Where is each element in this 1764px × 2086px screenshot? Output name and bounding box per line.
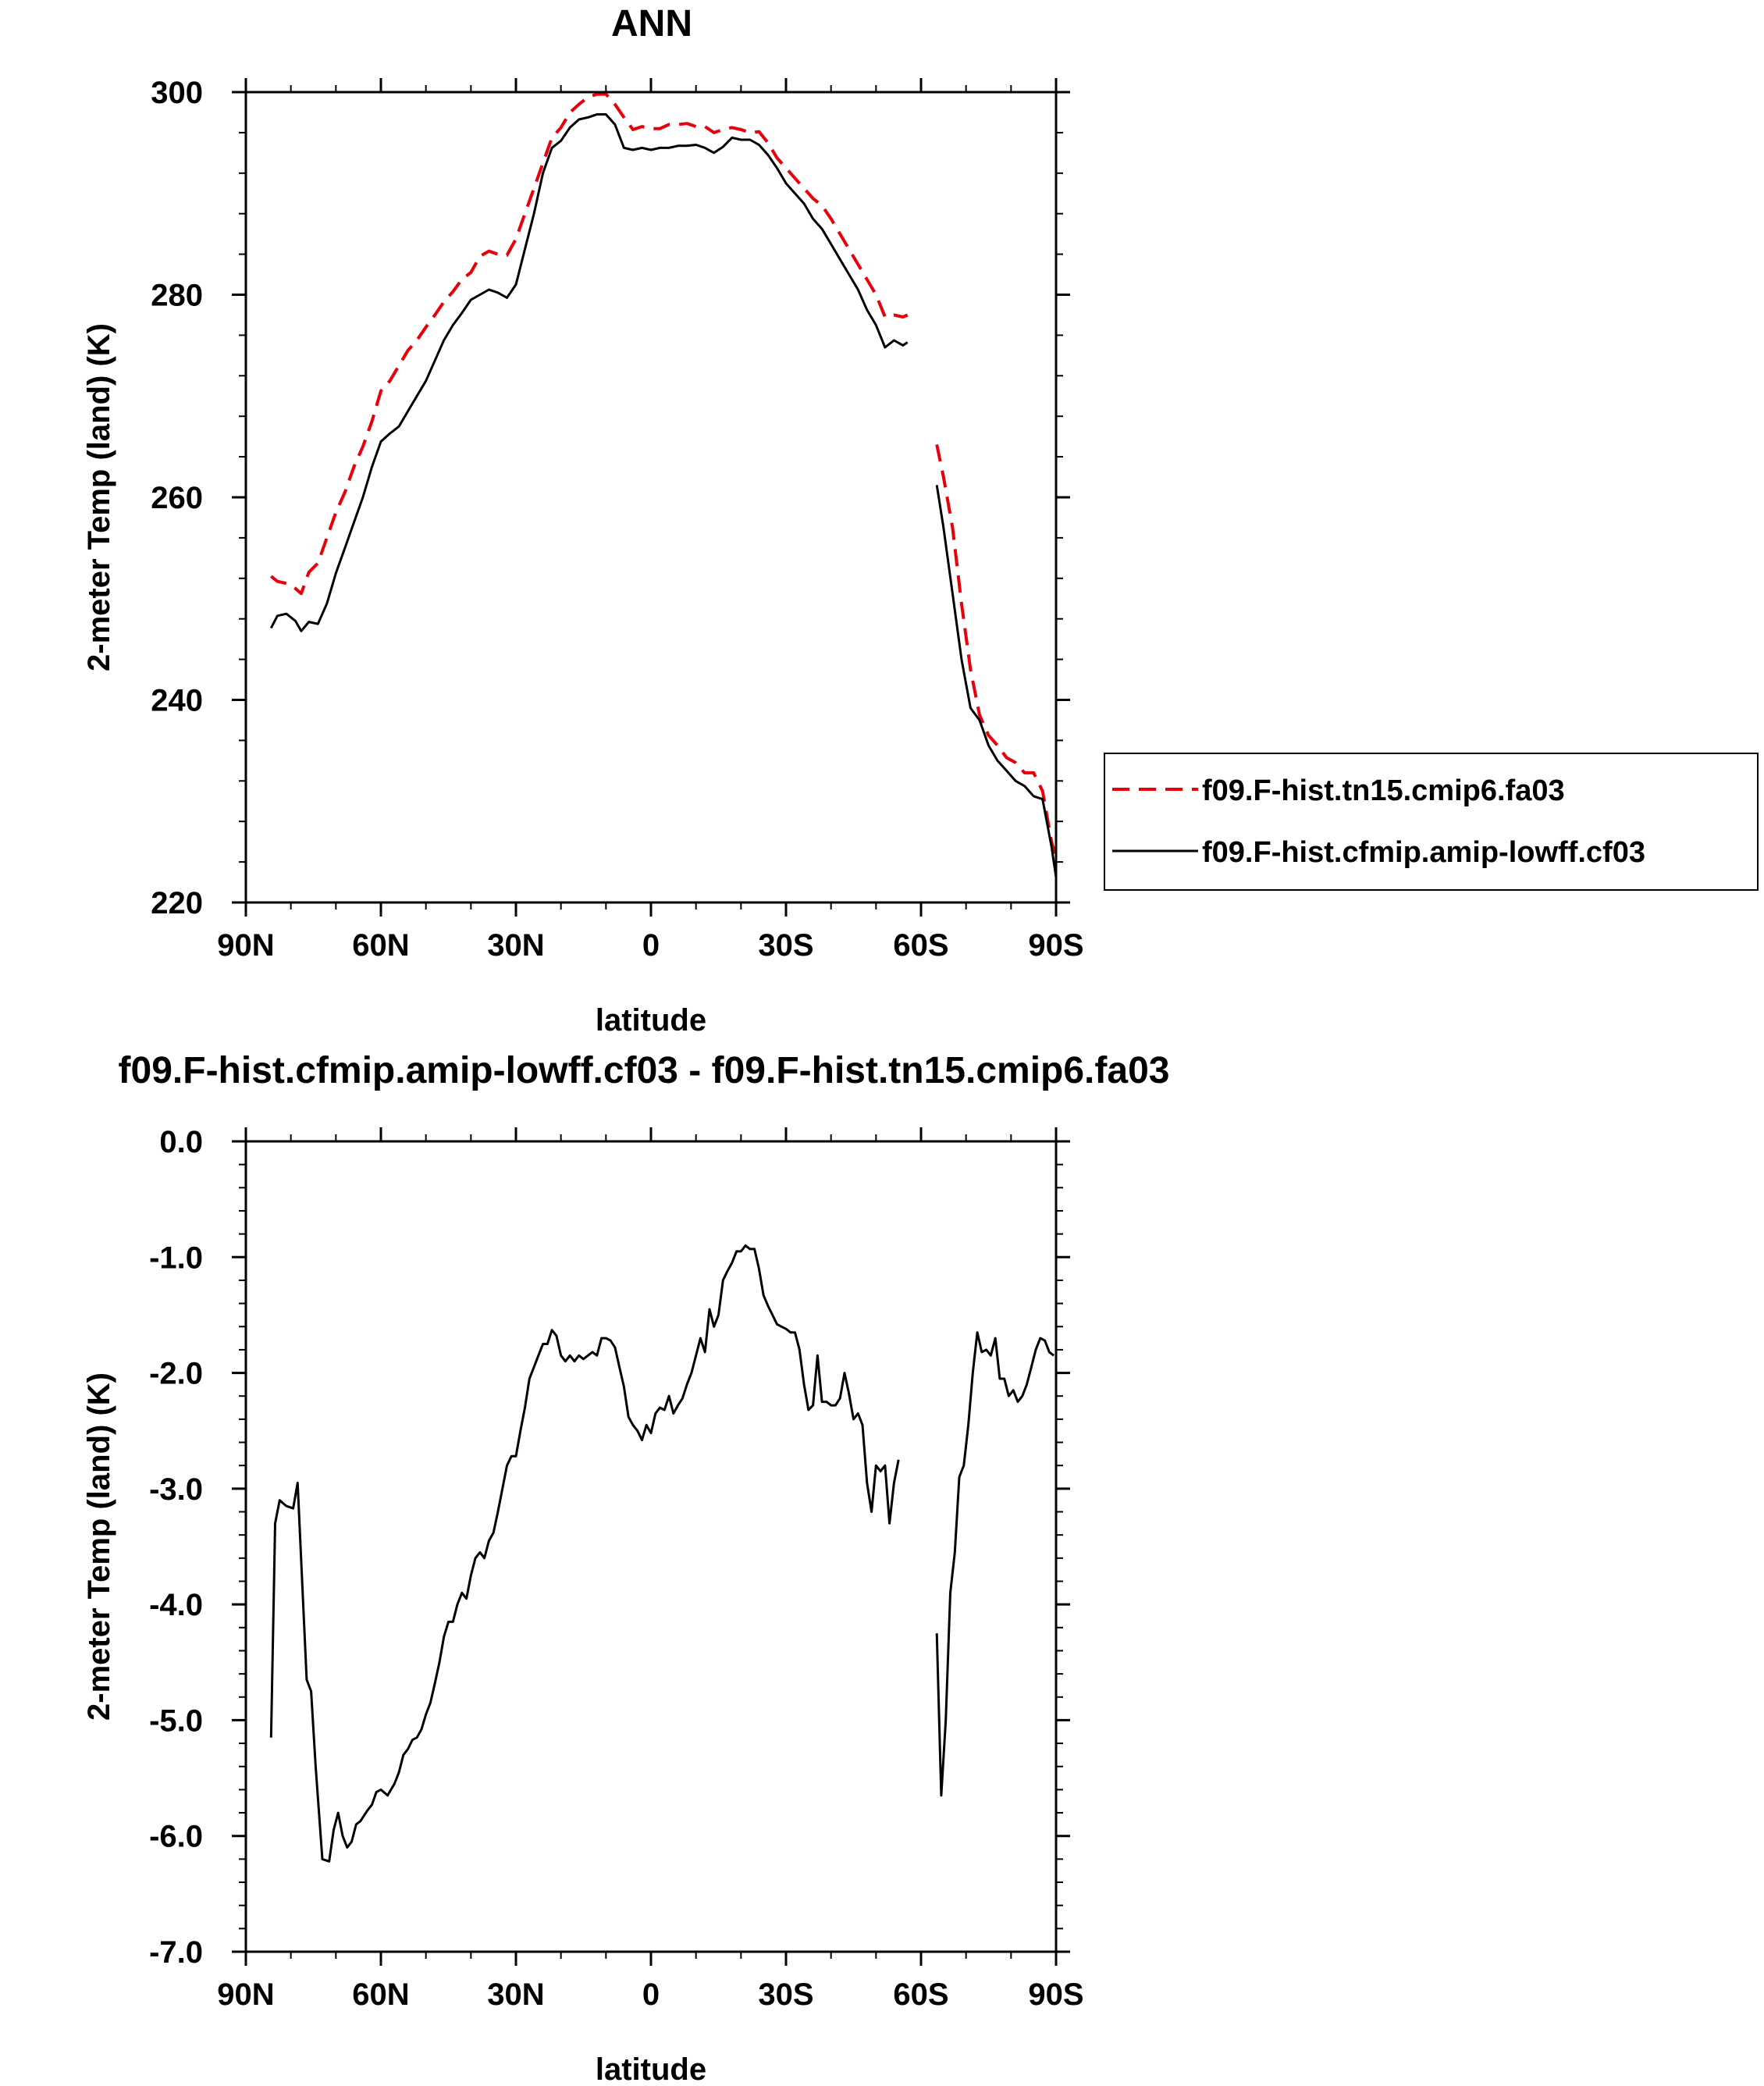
top-series-0-segment-1 (935, 444, 1058, 858)
bottom-y-tick-label: 0.0 (159, 1125, 203, 1159)
top-x-tick-label: 90N (217, 928, 274, 963)
top-x-tick-label: 90S (1028, 928, 1083, 963)
legend-label-red: f09.F-hist.tn15.cmip6.fa03 (1202, 774, 1565, 807)
top-y-tick-label: 240 (151, 684, 203, 718)
bottom-x-tick-label: 30S (758, 1977, 813, 2012)
bottom-y-tick-label: -7.0 (149, 1935, 203, 1970)
top-series-lines (269, 92, 1058, 877)
legend-label-black: f09.F-hist.cfmip.amip-lowff.cf03 (1202, 836, 1645, 869)
bottom-series-0-segment-0 (269, 1244, 900, 1863)
bottom-y-tick-label: -6.0 (149, 1820, 203, 1854)
top-y-tick-label: 220 (151, 886, 203, 920)
bottom-y-tick-label: -2.0 (149, 1357, 203, 1391)
bottom-y-tick-label: -1.0 (149, 1241, 203, 1275)
bottom-x-tick-label: 0 (642, 1977, 660, 2012)
top-y-tick-label: 260 (151, 481, 203, 515)
bottom-x-axis-label: latitude (596, 2052, 706, 2086)
top-x-tick-label: 30N (487, 928, 544, 963)
top-y-tick-label: 280 (151, 279, 203, 313)
top-series-1-segment-1 (935, 485, 1058, 877)
top-plot-frame (244, 91, 1058, 904)
top-series-1-segment-0 (269, 113, 909, 632)
top-y-tick-label: 300 (151, 76, 203, 110)
bottom-y-tick-label: -3.0 (149, 1472, 203, 1507)
panel-bottom: f09.F-hist.cfmip.amip-lowff.cf03 - f09.F… (82, 1050, 1169, 2086)
top-x-tick-label: 0 (642, 928, 660, 963)
bottom-series-lines (269, 1244, 1055, 1863)
bottom-x-tick-label: 90N (217, 1977, 274, 2012)
bottom-chart-title: f09.F-hist.cfmip.amip-lowff.cf03 - f09.F… (119, 1050, 1170, 1091)
bottom-ticks: 90N 60N 30N 0 30S 60S 90S 0.0 -1.0 -2.0 -3.0 -4.0 -5… (149, 1125, 1084, 2012)
bottom-series-0-segment-1 (935, 1331, 1055, 1797)
top-ticks: 90N 60N 30N 0 30S 60S 90S 220 240 260 280 300 (151, 76, 1083, 963)
top-y-axis-label: 2-meter Temp (land) (K) (82, 323, 116, 671)
top-x-tick-label: 60N (352, 928, 409, 963)
bottom-x-tick-label: 30N (487, 1977, 544, 2012)
panel-top: ANN 90N 60N 30N 0 30S 60S 90S 220 240 260 280 300 l… (82, 3, 1759, 1038)
top-series-0-segment-0 (270, 92, 909, 596)
bottom-y-tick-label: -5.0 (149, 1703, 203, 1738)
top-chart-title: ANN (611, 3, 692, 44)
bottom-x-tick-label: 60S (893, 1977, 948, 2012)
bottom-x-tick-label: 90S (1028, 1977, 1083, 2012)
legend-box (1104, 753, 1759, 891)
legend: f09.F-hist.tn15.cmip6.fa03 f09.F-hist.cf… (1104, 753, 1759, 891)
bottom-y-axis-label: 2-meter Temp (land) (K) (82, 1372, 116, 1721)
top-x-tick-label: 60S (893, 928, 948, 963)
top-x-axis-label: latitude (596, 1003, 706, 1038)
bottom-plot-frame (244, 1140, 1058, 1953)
top-x-tick-label: 30S (758, 928, 813, 963)
bottom-y-tick-label: -4.0 (149, 1588, 203, 1622)
bottom-x-tick-label: 60N (352, 1977, 409, 2012)
